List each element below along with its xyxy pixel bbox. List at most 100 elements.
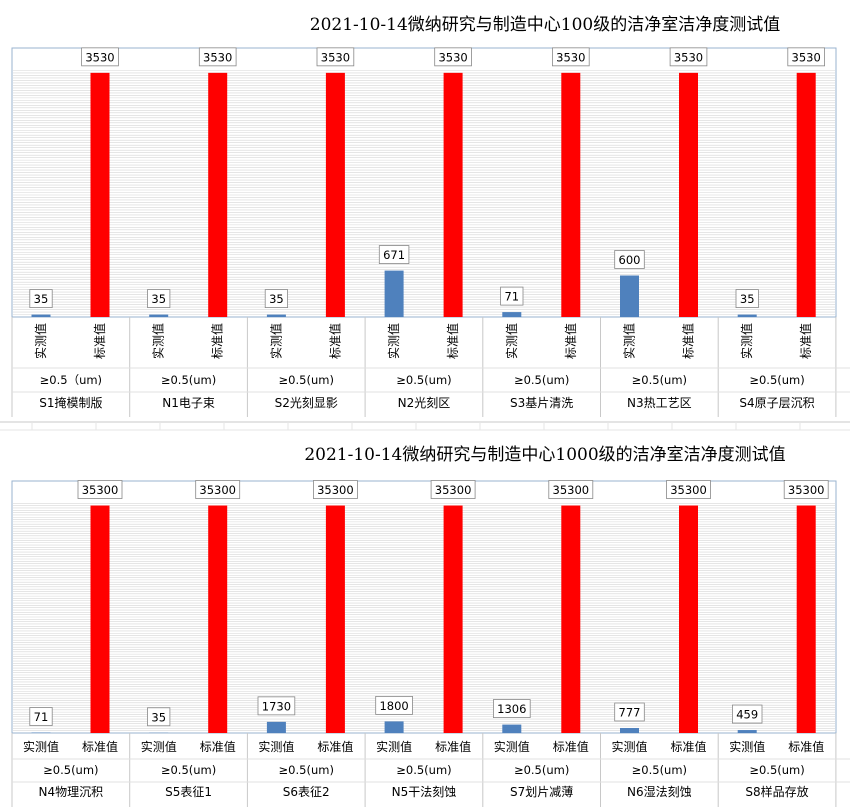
data-label: 1306	[497, 702, 526, 716]
data-label-box	[669, 47, 708, 67]
series-tick-label: 标准值	[82, 739, 118, 754]
data-label: 35300	[82, 483, 119, 497]
particle-size-label: ≥0.5(um)	[279, 373, 334, 387]
series-tick-label: 实测值	[504, 323, 519, 359]
series-tick-label: 实测值	[376, 739, 412, 754]
data-label: 35	[269, 292, 284, 306]
chart-title: 2021-10-14微纳研究与制造中心100级的洁净室洁净度测试值	[309, 15, 781, 35]
series-tick-label: 实测值	[622, 323, 637, 359]
particle-size-label: ≥0.5(um)	[632, 373, 687, 387]
chart-2	[11, 480, 850, 807]
series-tick-label: 实测值	[258, 739, 294, 754]
bar-standard	[796, 505, 816, 733]
particle-size-label: ≥0.5(um)	[514, 373, 569, 387]
data-label-box	[787, 47, 825, 67]
particle-size-label: ≥0.5（um)	[40, 373, 102, 387]
data-label-box	[195, 480, 241, 499]
data-label: 3530	[674, 50, 703, 64]
data-label-box	[147, 289, 171, 308]
data-label: 35300	[435, 483, 472, 497]
data-label-box	[614, 702, 645, 722]
series-tick-label: 实测值	[739, 323, 754, 359]
data-label: 1730	[262, 699, 291, 713]
series-tick-label: 实测值	[23, 739, 59, 754]
series-tick-label: 实测值	[33, 323, 48, 359]
data-label-box	[434, 47, 472, 67]
bar-actual	[502, 724, 522, 733]
data-label-box	[430, 480, 476, 499]
location-label: S7划片减薄	[510, 784, 573, 799]
location-label: N1电子束	[162, 396, 215, 410]
particle-size-label: ≥0.5(um)	[396, 763, 451, 777]
series-tick-label: 标准值	[435, 739, 471, 754]
series-tick-label: 实测值	[141, 739, 177, 754]
data-label: 71	[34, 710, 49, 724]
series-tick-label: 实测值	[268, 323, 283, 359]
data-label-box	[375, 696, 413, 715]
location-label: N2光刻区	[398, 396, 451, 410]
series-tick-label: 标准值	[92, 323, 107, 359]
particle-size-label: ≥0.5(um)	[396, 373, 451, 387]
bar-standard	[443, 505, 463, 733]
plot-area	[11, 480, 837, 734]
data-label-box	[77, 480, 123, 499]
data-label-box	[378, 245, 410, 264]
data-label: 3530	[203, 50, 232, 64]
data-label-box	[198, 47, 237, 67]
location-label: S2光刻显影	[275, 396, 338, 410]
bar-standard	[325, 505, 345, 733]
data-label: 3530	[792, 50, 821, 64]
data-label-box	[264, 289, 289, 308]
location-label: S5表征1	[165, 785, 212, 799]
data-label: 3530	[438, 50, 467, 64]
bar-actual	[737, 314, 757, 317]
data-label: 3530	[321, 50, 350, 64]
data-label: 71	[504, 290, 519, 304]
bar-actual	[737, 730, 757, 733]
location-label: S8样品存放	[745, 784, 808, 799]
location-label: S1掩模制版	[39, 396, 102, 410]
bar-standard	[679, 72, 698, 317]
data-label: 671	[383, 248, 405, 262]
bar-standard	[561, 72, 581, 317]
data-label-box	[29, 289, 53, 308]
bar-actual	[384, 721, 404, 733]
particle-size-label: ≥0.5(um)	[749, 373, 804, 387]
data-label-box	[29, 707, 53, 726]
data-label-box	[732, 704, 763, 724]
bar-actual	[620, 275, 639, 317]
bar-actual	[620, 727, 639, 733]
particle-size-label: ≥0.5(um)	[161, 373, 216, 387]
series-tick-label: 标准值	[200, 739, 236, 754]
series-tick-label: 实测值	[494, 739, 530, 754]
series-tick-label: 标准值	[681, 323, 696, 359]
data-label: 35	[34, 292, 49, 306]
data-label: 600	[619, 253, 641, 267]
bar-actual	[384, 270, 404, 317]
data-label: 1800	[379, 699, 408, 713]
particle-size-label: ≥0.5(um)	[514, 763, 569, 777]
series-tick-label: 标准值	[210, 323, 225, 359]
data-label-box	[316, 47, 355, 67]
series-tick-label: 实测值	[611, 739, 647, 754]
bar-standard	[561, 505, 581, 733]
data-label-box	[552, 47, 590, 67]
data-label: 777	[619, 705, 641, 719]
location-label: N3热工艺区	[627, 396, 692, 410]
series-tick-label: 实测值	[386, 323, 401, 359]
series-tick-label: 实测值	[729, 739, 765, 754]
location-label: N5干法刻蚀	[392, 785, 457, 799]
bar-actual	[149, 314, 169, 317]
bar-standard	[679, 505, 698, 733]
location-label: S3基片清洗	[510, 396, 573, 410]
bar-actual	[31, 314, 51, 317]
bar-standard	[325, 72, 345, 317]
particle-size-label: ≥0.5(um)	[279, 763, 334, 777]
data-label: 35300	[788, 483, 825, 497]
series-tick-label: 标准值	[327, 323, 342, 359]
series-tick-label: 标准值	[317, 739, 353, 754]
particle-size-label: ≥0.5(um)	[632, 763, 687, 777]
bar-actual	[502, 312, 522, 317]
particle-size-label: ≥0.5(um)	[161, 763, 216, 777]
